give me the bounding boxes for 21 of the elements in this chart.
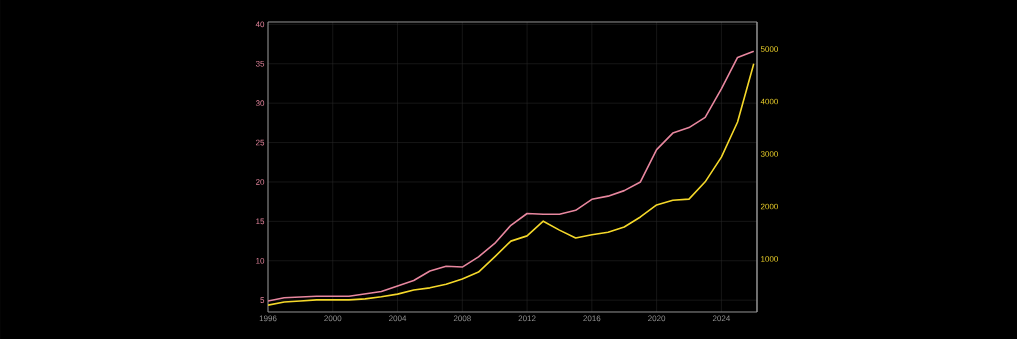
y-tick-label: 20 (255, 179, 265, 185)
x-tick-label: 2004 (389, 315, 407, 322)
x-tick-label: 2020 (648, 315, 666, 322)
x-tick-label: 2024 (712, 315, 731, 322)
x-tick-label: 2012 (518, 315, 536, 322)
y2-tick-label: 1000 (761, 256, 779, 262)
y2-tick-label: 4000 (760, 98, 779, 105)
y-tick-label: 35 (255, 60, 265, 67)
y-tick-label: 10 (256, 257, 265, 264)
y2-tick-label: 3000 (760, 151, 779, 157)
y2-tick-label: 5000 (760, 46, 779, 52)
x-tick-label: 2000 (324, 315, 342, 322)
x-tick-label: 2016 (583, 315, 601, 322)
y-tick-label: 5 (260, 297, 265, 303)
y-tick-label: 25 (255, 139, 265, 146)
y2-tick-label: 2000 (760, 203, 779, 210)
x-tick-label: 1996 (259, 315, 277, 322)
x-tick-label: 2008 (453, 315, 471, 322)
y-tick-label: 30 (255, 100, 265, 106)
y-tick-label: 15 (256, 218, 265, 225)
y-tick-label: 40 (255, 21, 265, 28)
